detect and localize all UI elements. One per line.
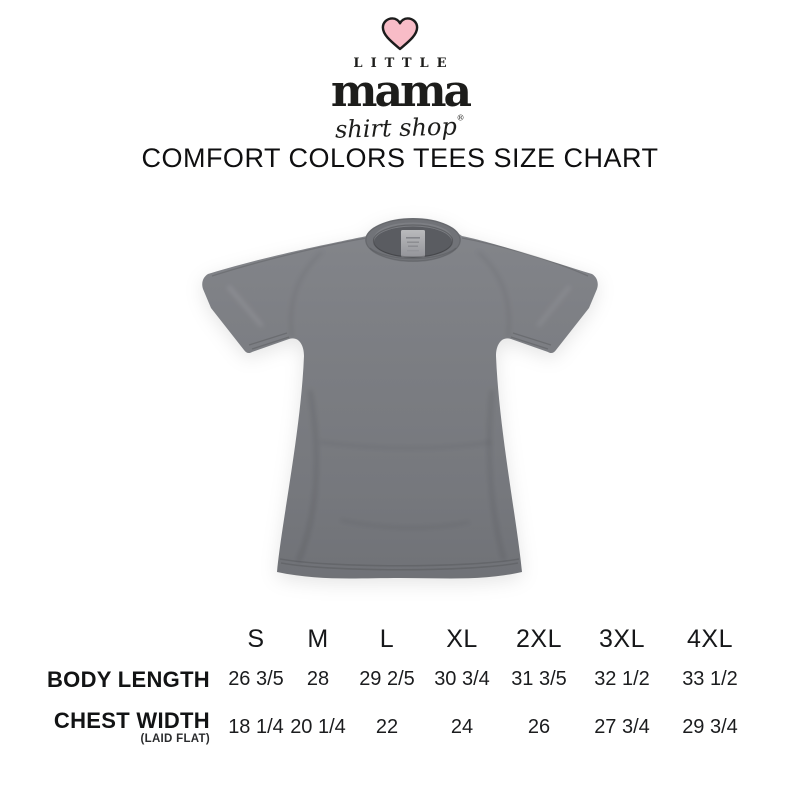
heart-icon: [381, 17, 419, 51]
tshirt-illustration: [202, 218, 598, 579]
body-length-4xl: 33 1/2: [682, 668, 738, 690]
page-title: COMFORT COLORS TEES SIZE CHART: [141, 143, 659, 173]
chest-width-2xl: 26: [527, 715, 551, 738]
brand-word-shirt-shop: shirt shop®: [334, 112, 465, 144]
body-length-xl: 30 3/4: [434, 668, 490, 690]
body-length-l: 29 2/5: [359, 668, 415, 690]
row-label-chest-width: CHEST WIDTH (LAID FLAT): [30, 709, 226, 745]
brand-word-little: LITTLE: [353, 56, 455, 71]
size-header-xl: XL: [446, 624, 478, 653]
chest-width-xl: 24: [450, 715, 474, 738]
brand-word-mama: mama: [330, 66, 472, 117]
size-header-3xl: 3XL: [599, 624, 645, 653]
size-header-4xl: 4XL: [687, 624, 733, 653]
body-length-s: 26 3/5: [228, 668, 284, 690]
row-label-body-length: BODY LENGTH: [46, 666, 210, 692]
body-length-m: 28: [306, 668, 330, 690]
sleeve-hem-stitches: [248, 332, 552, 350]
bottom-hem-stitches: [279, 558, 520, 571]
collar: [365, 218, 461, 262]
left-shoulder-seam: [211, 237, 368, 277]
size-header-m: M: [307, 624, 329, 653]
size-header-s: S: [247, 624, 265, 653]
laid-flat-sublabel: (LAID FLAT): [140, 733, 210, 746]
brand-logo: LITTLE mama shirt shop®: [0, 16, 800, 144]
body-length-2xl: 31 3/5: [511, 668, 567, 690]
chest-width-3xl: 27 3/4: [594, 715, 650, 738]
brand-word-shirt-shop-text: shirt shop: [334, 112, 458, 144]
chest-width-label: CHEST WIDTH: [53, 707, 210, 733]
chest-width-4xl: 29 3/4: [682, 715, 738, 738]
size-chart-table: S M L XL 2XL 3XL 4XL BODY LENGTH 26 3/5 …: [30, 622, 766, 751]
chest-width-l: 22: [375, 715, 399, 738]
chest-width-s: 18 1/4: [228, 715, 284, 738]
chest-width-m: 20 1/4: [290, 715, 346, 738]
size-header-2xl: 2XL: [516, 624, 562, 653]
neck-tag: [401, 230, 425, 257]
size-header-l: L: [379, 624, 395, 653]
tshirt-body: [202, 224, 598, 579]
registered-trademark: ®: [456, 113, 465, 123]
fabric-creases: [226, 251, 572, 563]
tshirt-product-image: [170, 190, 630, 610]
right-shoulder-seam: [461, 237, 589, 277]
body-length-3xl: 32 1/2: [594, 668, 650, 690]
